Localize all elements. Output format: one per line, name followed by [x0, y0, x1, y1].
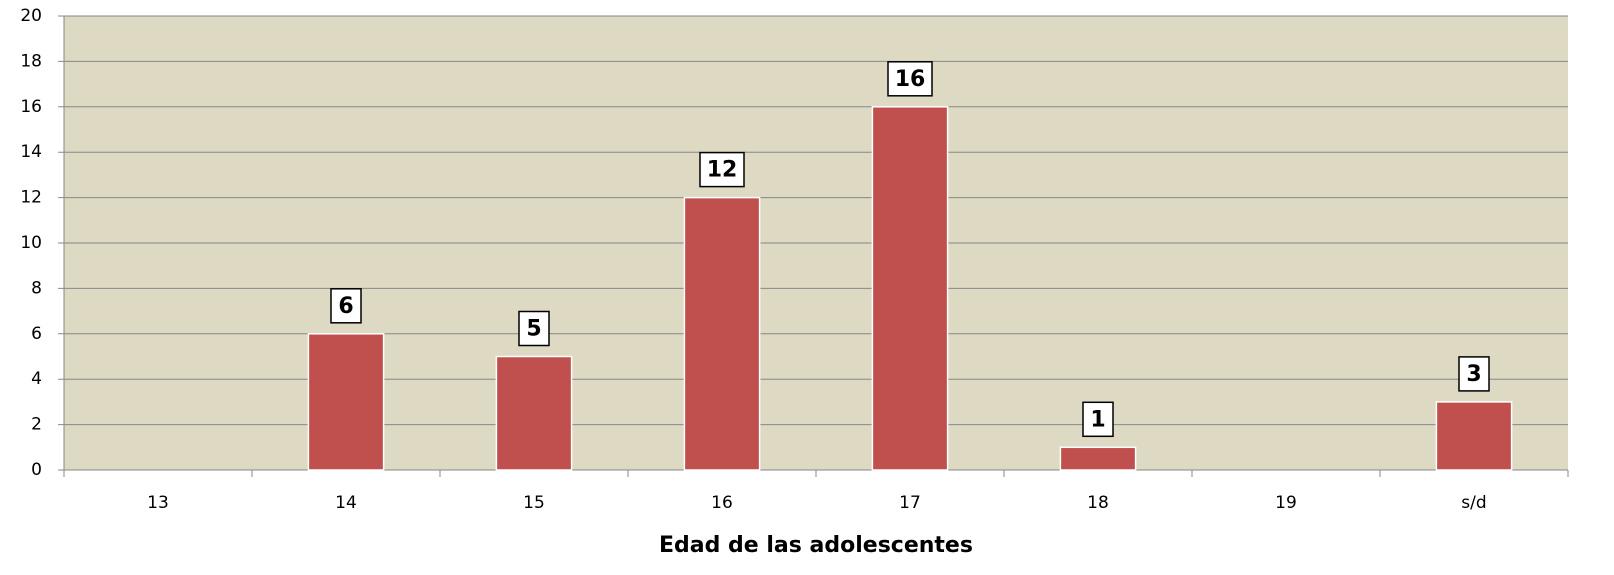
y-tick-label: 2	[31, 415, 42, 435]
x-tick-label: 18	[1087, 493, 1109, 513]
x-tick-label: 16	[711, 493, 733, 513]
y-tick-label: 20	[20, 6, 42, 26]
data-label-box	[887, 61, 933, 97]
x-axis-title: Edad de las adolescentes	[659, 533, 973, 558]
bar	[871, 106, 949, 471]
x-tick-label: s/d	[1461, 493, 1486, 513]
y-tick-label: 0	[31, 460, 42, 480]
data-label-box	[1458, 356, 1490, 392]
y-tick-label: 18	[20, 51, 42, 71]
bar	[683, 196, 761, 471]
y-tick-label: 4	[31, 369, 42, 389]
x-tick-label: 15	[523, 493, 545, 513]
bar	[1435, 401, 1513, 471]
data-label: 6	[338, 294, 353, 319]
data-label-box	[330, 288, 362, 324]
y-tick-label: 6	[31, 324, 42, 344]
y-tick-label: 10	[20, 233, 42, 253]
bar	[1059, 446, 1137, 471]
data-label: 5	[526, 317, 541, 342]
data-label: 3	[1466, 362, 1481, 387]
bar	[495, 355, 573, 471]
y-tick-label: 16	[20, 97, 42, 117]
data-label-box	[699, 151, 745, 188]
x-tick-label: 14	[335, 493, 357, 513]
y-tick-label: 14	[20, 142, 42, 162]
y-tick-label: 8	[31, 278, 42, 298]
data-label: 12	[707, 158, 738, 183]
data-label: 1	[1090, 407, 1105, 432]
x-tick-label: 17	[899, 493, 921, 513]
bar	[307, 333, 385, 471]
data-label: 16	[895, 67, 926, 92]
x-tick-label: 19	[1275, 493, 1297, 513]
data-label-box	[1082, 401, 1114, 438]
data-label-box	[518, 310, 550, 347]
y-tick-label: 12	[20, 188, 42, 208]
x-tick-label: 13	[147, 493, 169, 513]
